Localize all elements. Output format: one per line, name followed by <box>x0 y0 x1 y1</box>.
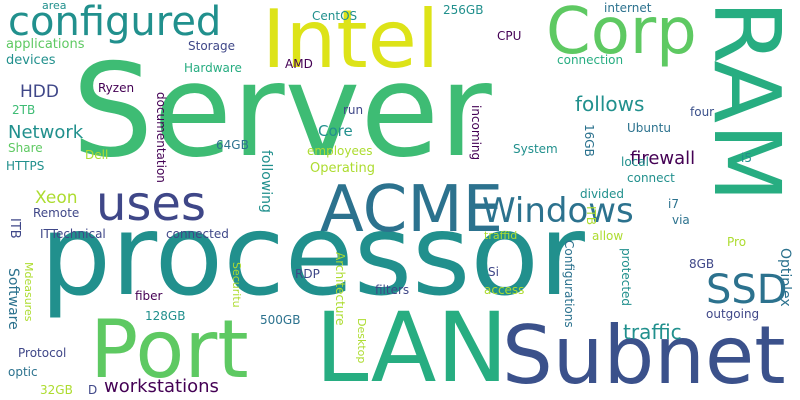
word-port: Port <box>90 303 249 396</box>
word-acme: ACME <box>320 173 503 247</box>
word-https: HTTPS <box>6 159 45 173</box>
word-rdp: RDP <box>295 267 320 281</box>
word-ssd: SSD <box>706 267 788 313</box>
word-traffic: traffic <box>623 320 682 344</box>
word-securitu: Securitu <box>230 262 243 308</box>
word-hardware: Hardware <box>184 61 242 75</box>
word-2tb: 2TB <box>12 103 36 117</box>
word-optic: optic <box>8 365 38 379</box>
word-configurations: Configurations <box>562 240 576 328</box>
word-divided: divided <box>580 187 625 201</box>
word-fiber: fiber <box>135 289 163 303</box>
word-pro: Pro <box>727 235 747 249</box>
word-devices: devices <box>6 53 56 68</box>
word-processor: processor <box>40 191 585 321</box>
word-filters: filters <box>375 283 410 297</box>
word-desktop: Desktop <box>355 318 368 364</box>
word-optiplex: Optiplex <box>777 248 793 307</box>
word-protocol: Protocol <box>18 346 67 360</box>
word-d: D <box>88 383 98 397</box>
word-ubuntu: Ubuntu <box>627 121 671 135</box>
word-16gb: 16GB <box>582 124 596 157</box>
word-256gb: 256GB <box>443 3 484 17</box>
word-access: access <box>484 283 525 297</box>
word-internet: internet <box>604 1 652 15</box>
word-traffid: traffid <box>484 229 518 242</box>
word-8gb: 8GB <box>689 257 715 271</box>
word-system: System <box>513 142 558 156</box>
word-amd: AMD <box>285 57 313 71</box>
word-following: following <box>258 150 274 213</box>
word-allow: allow <box>592 229 624 243</box>
word-dell: Dell <box>85 148 109 162</box>
word-core: Core <box>318 122 353 140</box>
word-si: Si <box>488 265 499 279</box>
word-ryzen: Ryzen <box>98 81 135 95</box>
word-64gb: 64GB <box>216 138 249 152</box>
word-cpu: CPU <box>497 29 522 43</box>
word-intel: Intel <box>262 0 440 86</box>
word-itb-right: ITB <box>584 206 598 226</box>
word-remote: Remote <box>33 206 80 220</box>
word-lan: LAN <box>315 292 509 400</box>
word-four: four <box>690 105 715 119</box>
word-workstations: workstations <box>104 376 219 397</box>
word-500gb: 500GB <box>260 313 301 327</box>
word-i7: i7 <box>668 197 679 211</box>
word-hdd: HDD <box>20 82 59 102</box>
word-connection: connection <box>557 53 624 67</box>
word-architecture: Architecture <box>333 252 347 326</box>
word-configured: configured <box>8 0 222 45</box>
word-operating: Operating <box>310 161 375 176</box>
word-area: area <box>42 0 67 12</box>
word-incoming: incoming <box>469 105 483 161</box>
word-mdeasures: Mdeasures <box>22 262 35 322</box>
word-documentation: documentation <box>154 92 168 183</box>
word-itb-left: ITB <box>7 218 22 239</box>
word-ram: RAM <box>693 0 800 203</box>
word-firewall: firewall <box>630 148 696 169</box>
word-software: Software <box>5 268 21 330</box>
word-applications: applications <box>6 37 85 52</box>
word-storage: Storage <box>188 39 235 53</box>
word-network: Network <box>8 122 84 143</box>
word-128gb: 128GB <box>145 309 186 323</box>
word-centos: CentOS <box>312 9 358 23</box>
word-employees: employees <box>307 144 373 158</box>
word-i5: i5 <box>741 151 752 165</box>
word-run: run <box>343 103 364 117</box>
word-connected: connected <box>166 227 229 241</box>
word-windows: Windows <box>482 191 634 231</box>
word-protected: protected <box>619 248 633 307</box>
word-corp: Corp <box>546 0 697 69</box>
word-uses: uses <box>96 176 206 232</box>
word-subnet: Subnet <box>502 309 786 400</box>
word-follows: follows <box>575 92 645 116</box>
word-share: Share <box>8 141 43 155</box>
word-xeon: Xeon <box>35 188 78 208</box>
word-local: local <box>621 155 649 169</box>
word-outgoing: outgoing <box>706 307 760 321</box>
word-server: Server <box>72 37 492 186</box>
word-connect: connect <box>627 171 675 185</box>
word-ittechnical: ITTechnical <box>40 227 106 241</box>
word-via: via <box>672 213 690 227</box>
word-32gb: 32GB <box>40 383 73 397</box>
